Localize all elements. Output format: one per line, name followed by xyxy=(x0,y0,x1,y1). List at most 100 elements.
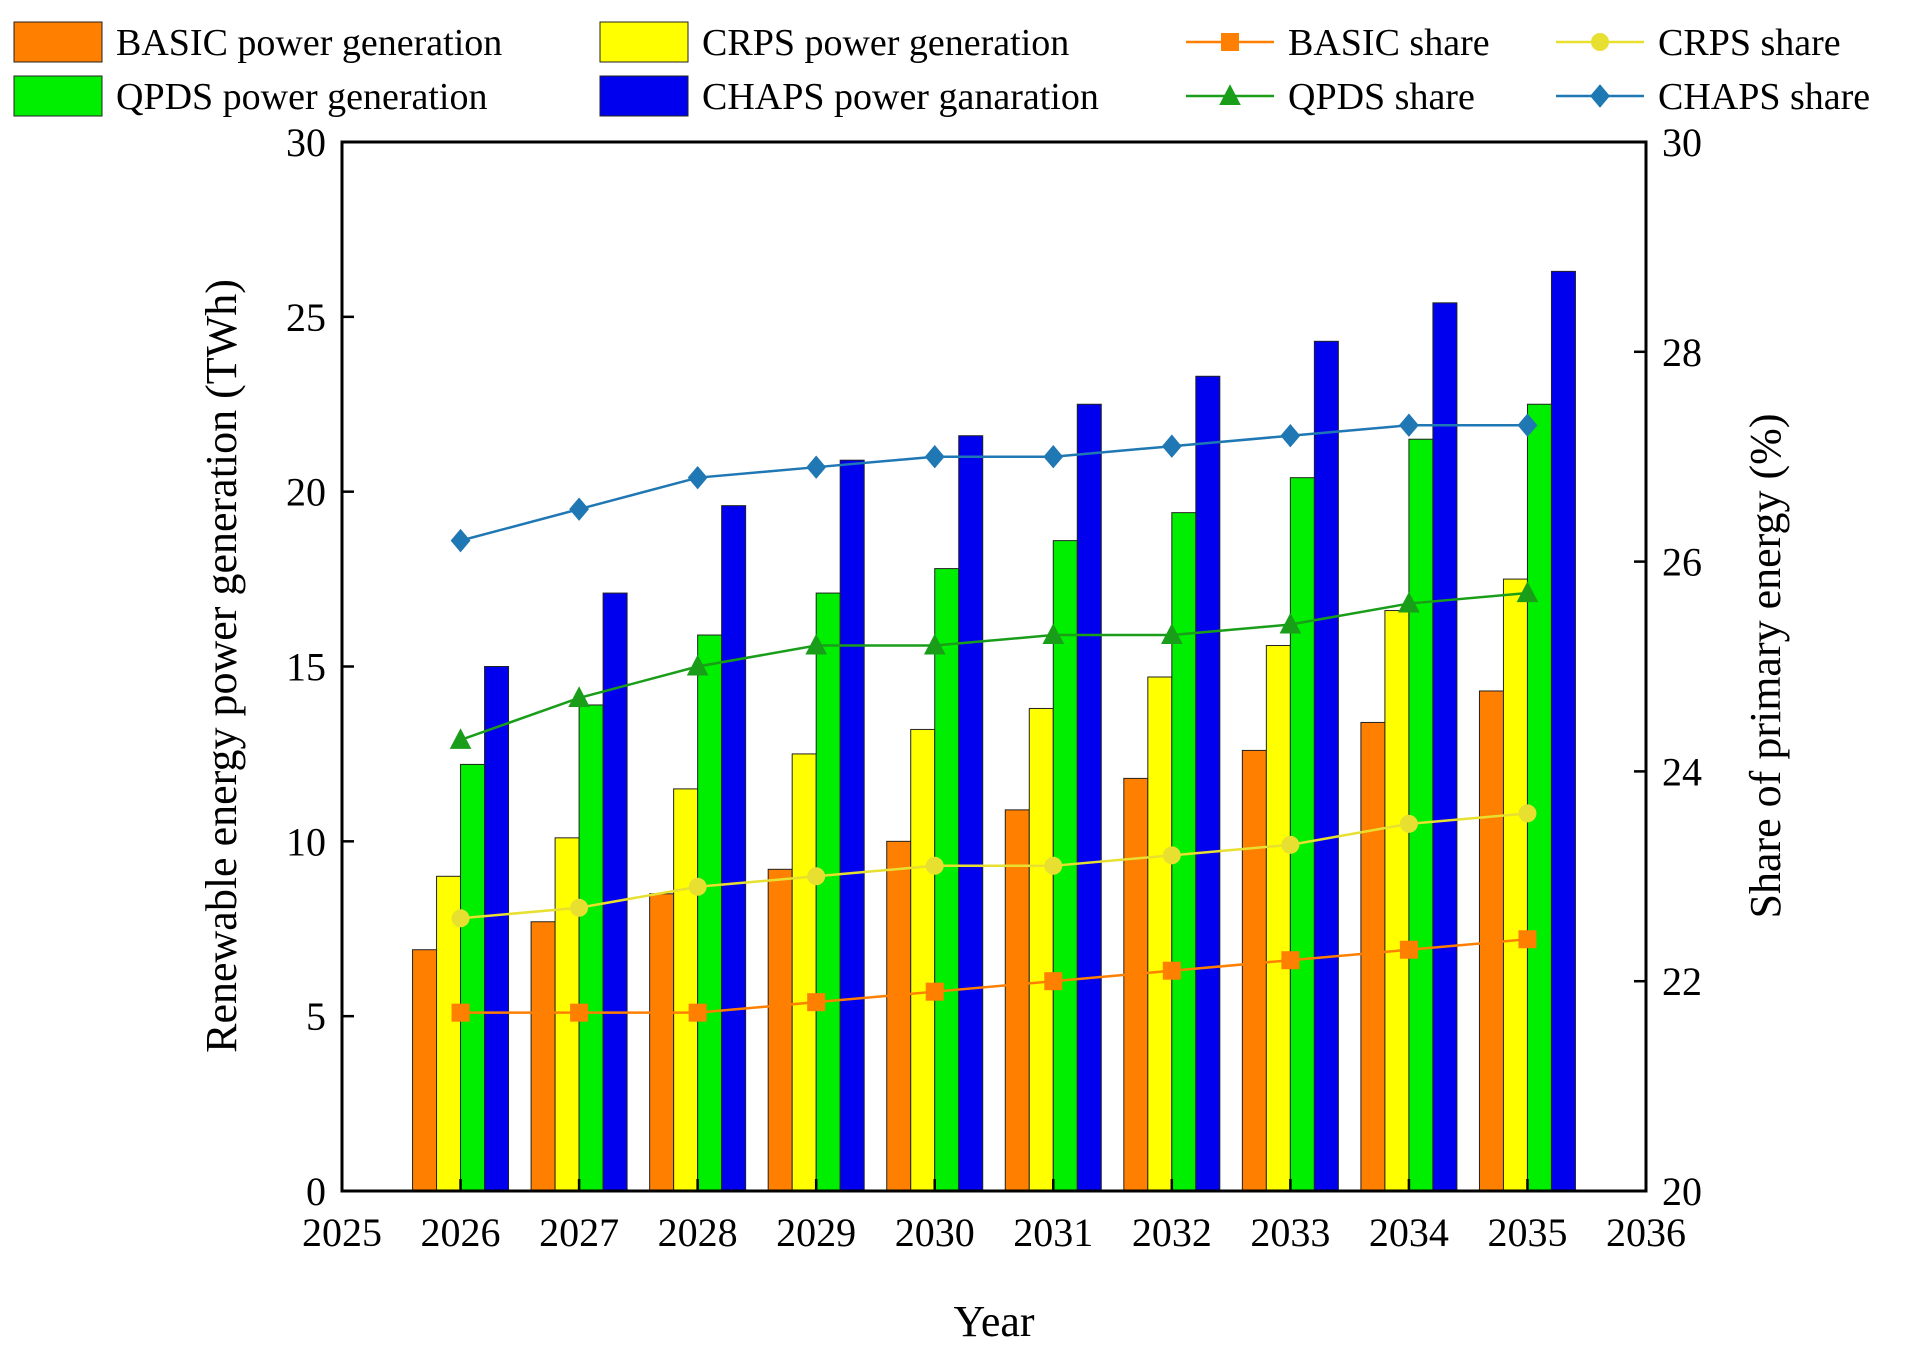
point-1-2030 xyxy=(925,856,944,875)
bar-0-2028 xyxy=(649,893,675,1192)
point-3-2033 xyxy=(1280,424,1301,448)
point-1-2031 xyxy=(1044,856,1063,875)
point-0-2033 xyxy=(1281,951,1300,970)
bar-1-2028 xyxy=(673,788,699,1192)
line-series-2 xyxy=(460,591,1528,742)
x-tick-label-2025: 2025 xyxy=(302,1210,382,1255)
y-left-tick-label-0: 0 xyxy=(306,1169,326,1214)
legend-label-bar-1: CRPS power generation xyxy=(702,22,1069,64)
legend-label-line-0: BASIC share xyxy=(1288,22,1490,64)
legend-label-bar-3: CHAPS power ganaration xyxy=(702,76,1099,118)
point-0-2028 xyxy=(688,1003,707,1022)
bar-2-2029 xyxy=(815,592,841,1192)
y-left-tick-label-30: 30 xyxy=(286,120,326,165)
y-right-tick-label-30: 30 xyxy=(1662,120,1702,165)
line-series-3 xyxy=(460,423,1528,542)
bar-3-2030 xyxy=(958,435,984,1192)
legend-swatch-bar-1 xyxy=(599,21,689,63)
legend-swatch-bar-3 xyxy=(599,75,689,117)
x-tick-label-2032: 2032 xyxy=(1132,1210,1212,1255)
bar-2-2033 xyxy=(1289,477,1315,1192)
point-1-2035 xyxy=(1518,804,1537,823)
y-left-tick-label-5: 5 xyxy=(306,994,326,1039)
point-0-2032 xyxy=(1162,961,1181,980)
point-1-2032 xyxy=(1162,846,1181,865)
point-1-2034 xyxy=(1399,814,1418,833)
bar-0-2033 xyxy=(1241,749,1267,1192)
legend-label-bar-2: QPDS power generation xyxy=(116,76,487,118)
y-right-tick-label-26: 26 xyxy=(1662,540,1702,585)
bar-2-2027 xyxy=(578,704,604,1192)
point-2-2032 xyxy=(1161,623,1183,645)
point-3-2026 xyxy=(450,528,471,553)
bar-1-2034 xyxy=(1384,610,1410,1192)
x-axis-title: Year xyxy=(953,1297,1034,1346)
bars-layer xyxy=(412,270,1576,1192)
point-3-2035 xyxy=(1517,413,1538,437)
x-tick-label-2033: 2033 xyxy=(1250,1210,1330,1255)
point-2-2033 xyxy=(1279,612,1302,634)
legend-label-line-3: CHAPS share xyxy=(1658,76,1870,118)
bar-3-2032 xyxy=(1195,375,1221,1192)
x-tick-label-2034: 2034 xyxy=(1369,1210,1449,1255)
x-tick-label-2027: 2027 xyxy=(539,1210,619,1255)
legend-label-line-2: QPDS share xyxy=(1288,76,1475,118)
point-0-2027 xyxy=(570,1003,589,1022)
bar-3-2033 xyxy=(1313,340,1339,1192)
legend: BASIC power generation CRPS power generat… xyxy=(13,21,1870,118)
x-tick-label-2031: 2031 xyxy=(1013,1210,1093,1255)
bar-3-2031 xyxy=(1076,403,1102,1192)
point-3-2030 xyxy=(924,445,945,469)
bar-2-2034 xyxy=(1408,438,1434,1192)
point-3-2034 xyxy=(1399,413,1419,437)
bar-0-2031 xyxy=(1004,809,1030,1192)
y-right-tick-label-20: 20 xyxy=(1662,1169,1702,1214)
x-tick-label-2036: 2036 xyxy=(1606,1210,1686,1255)
y-axis-left-title: Renewable energy power generation (TWh) xyxy=(197,279,246,1053)
point-2-2035 xyxy=(1516,581,1539,603)
legend-label-bar-0: BASIC power generation xyxy=(116,22,502,64)
point-1-2026 xyxy=(451,909,470,928)
point-2-2027 xyxy=(568,686,590,707)
bar-1-2029 xyxy=(791,753,817,1192)
bar-1-2033 xyxy=(1265,645,1291,1192)
point-0-2035 xyxy=(1518,930,1537,949)
point-1-2033 xyxy=(1281,835,1300,854)
point-1-2027 xyxy=(570,898,589,917)
x-tick-label-2029: 2029 xyxy=(776,1210,856,1255)
bar-3-2035 xyxy=(1550,270,1576,1192)
bar-3-2026 xyxy=(484,666,510,1192)
point-3-2028 xyxy=(687,465,708,490)
legend-label-line-1: CRPS share xyxy=(1658,22,1841,64)
point-2-2029 xyxy=(805,633,827,655)
y-axis-right-title: Share of primary energy (%) xyxy=(1741,414,1790,919)
bar-0-2027 xyxy=(530,921,556,1192)
bar-3-2027 xyxy=(602,592,628,1192)
x-tick-label-2030: 2030 xyxy=(895,1210,975,1255)
bar-0-2026 xyxy=(412,949,438,1192)
bar-0-2032 xyxy=(1123,777,1149,1192)
y-right-tick-label-28: 28 xyxy=(1662,330,1702,375)
point-2-2026 xyxy=(449,728,472,749)
point-0-2034 xyxy=(1399,940,1418,959)
legend-marker-3 xyxy=(1590,84,1610,108)
bar-0-2029 xyxy=(767,868,793,1192)
bar-3-2028 xyxy=(721,505,747,1192)
y-left-tick-label-25: 25 xyxy=(286,295,326,340)
point-0-2029 xyxy=(807,993,826,1012)
bar-2-2030 xyxy=(934,568,960,1192)
line-series-1 xyxy=(460,812,1528,920)
bar-2-2035 xyxy=(1526,403,1552,1192)
y-left-tick-label-10: 10 xyxy=(286,819,326,864)
bar-1-2035 xyxy=(1502,578,1528,1192)
point-2-2034 xyxy=(1398,591,1420,613)
legend-marker-2 xyxy=(1219,84,1241,105)
point-3-2027 xyxy=(569,497,589,521)
point-3-2029 xyxy=(806,455,827,479)
legend-swatch-bar-2 xyxy=(13,75,103,117)
bar-1-2031 xyxy=(1028,707,1054,1192)
x-tick-label-2028: 2028 xyxy=(658,1210,738,1255)
legend-marker-0 xyxy=(1221,33,1239,51)
point-2-2030 xyxy=(923,633,946,655)
